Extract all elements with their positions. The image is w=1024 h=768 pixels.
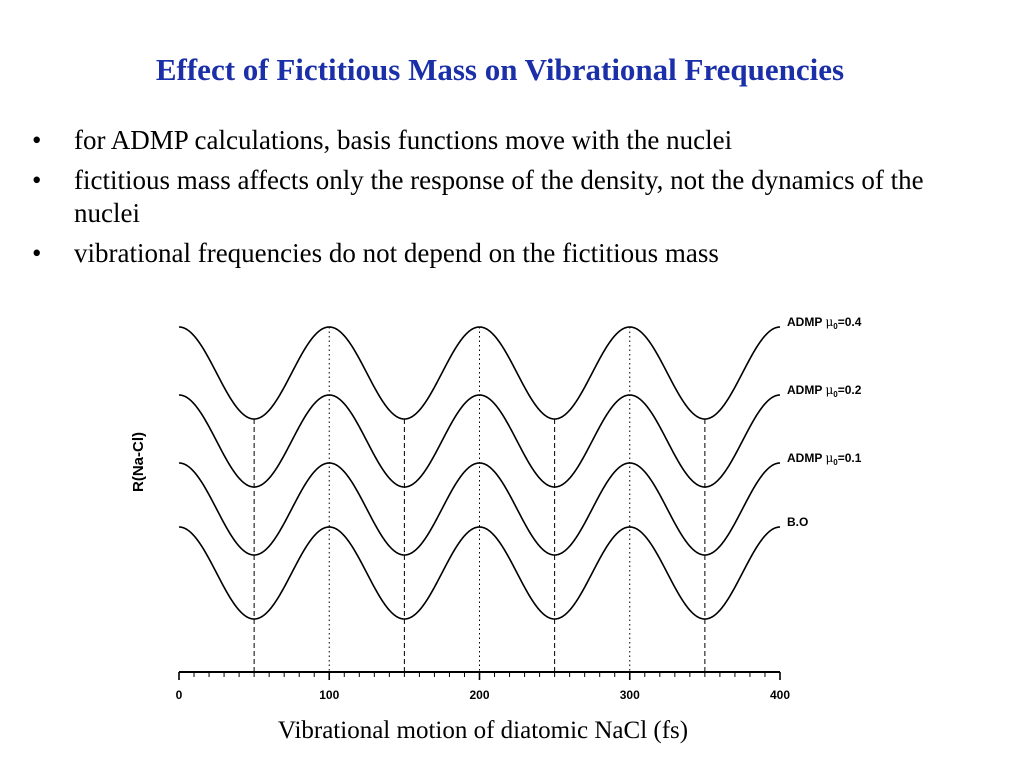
series-line xyxy=(178,394,781,488)
x-tick-label: 100 xyxy=(319,688,339,702)
bullet-list: • for ADMP calculations, basis functions … xyxy=(30,124,990,277)
series-line xyxy=(178,326,781,420)
bullet-text: vibrational frequencies do not depend on… xyxy=(74,238,719,268)
series-label: B.O xyxy=(787,515,808,529)
x-tick-label: 300 xyxy=(620,688,640,702)
series-label: ADMP μ0=0.2 xyxy=(787,383,862,399)
bullet-item: • for ADMP calculations, basis functions … xyxy=(30,124,990,157)
x-tick-label: 400 xyxy=(770,688,790,702)
bullet-dot: • xyxy=(32,125,42,155)
bullet-text: for ADMP calculations, basis functions m… xyxy=(74,125,733,155)
series-label-group: ADMP μ0=0.4 ADMP μ0=0.2 ADMP μ0=0.1 B.O xyxy=(787,315,862,529)
series-line xyxy=(178,462,781,556)
bullet-text: fictitious mass affects only the respons… xyxy=(74,165,924,228)
x-tick-label: 200 xyxy=(469,688,489,702)
x-axis: 0 100 200 300 400 xyxy=(176,671,790,702)
series-label: ADMP μ0=0.1 xyxy=(787,451,862,467)
slide-title: Effect of Fictitious Mass on Vibrational… xyxy=(155,52,845,87)
bullet-item: • fictitious mass affects only the respon… xyxy=(30,164,990,230)
x-tick-label: 0 xyxy=(176,688,183,702)
bullet-dot: • xyxy=(32,165,42,195)
gridline-group xyxy=(253,327,706,672)
series-group xyxy=(178,326,781,620)
bullet-item: • vibrational frequencies do not depend o… xyxy=(30,237,990,270)
bullet-dot: • xyxy=(32,238,42,268)
y-axis-label: R(Na-Cl) xyxy=(130,432,147,492)
series-line xyxy=(178,526,781,620)
series-label: ADMP μ0=0.4 xyxy=(787,315,862,331)
x-axis-label: Vibrational motion of diatomic NaCl (fs) xyxy=(278,717,688,744)
